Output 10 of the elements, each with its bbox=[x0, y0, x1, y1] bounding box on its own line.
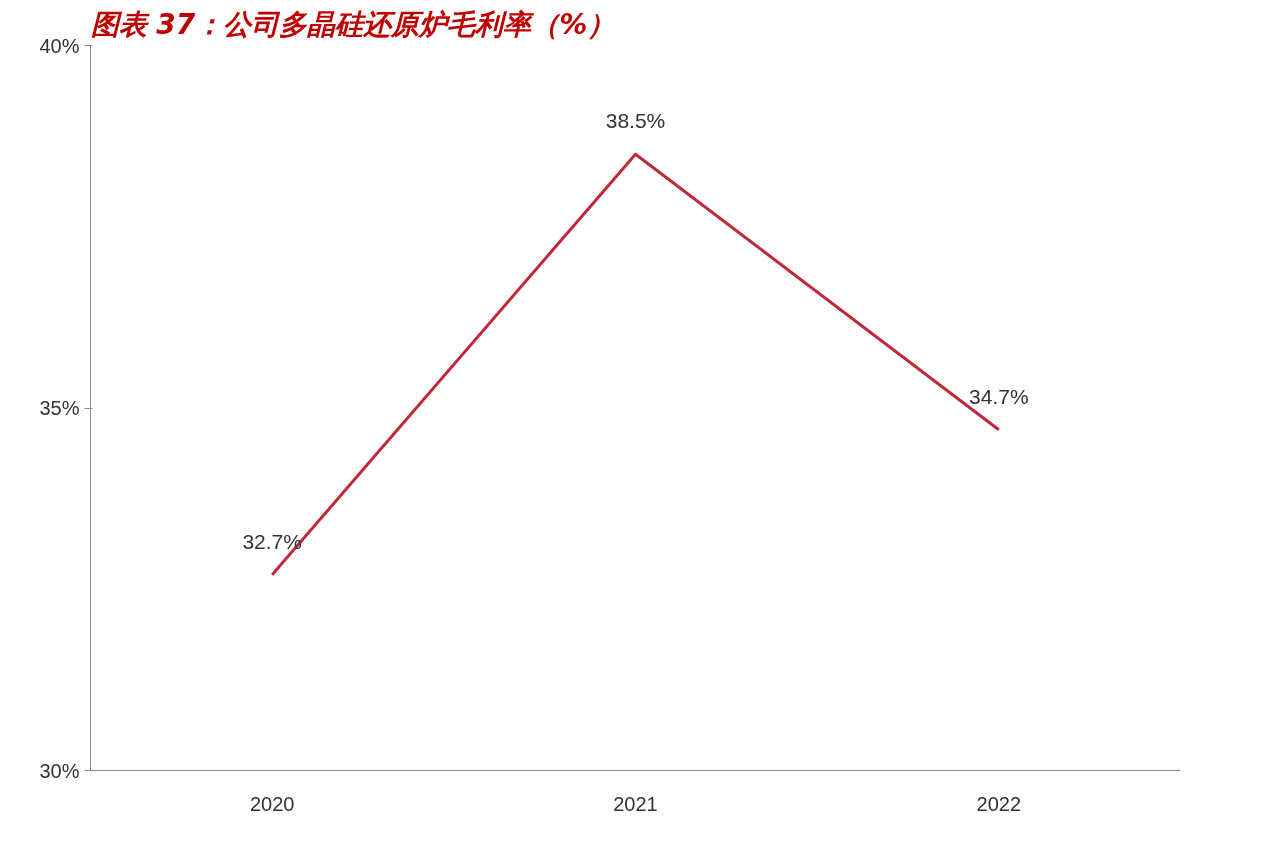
x-tick-label: 2022 bbox=[976, 792, 1022, 815]
y-tick-label: 35% bbox=[39, 397, 80, 419]
data-label: 38.5% bbox=[605, 109, 666, 133]
x-tick-label: 2021 bbox=[613, 792, 658, 815]
data-label: 32.7% bbox=[242, 529, 302, 553]
chart-title: 图表 37：公司多晶硅还原炉毛利率（%） bbox=[90, 7, 616, 41]
data-label: 34.7% bbox=[969, 384, 1029, 408]
y-tick-label: 40% bbox=[39, 34, 80, 57]
y-tick-label: 30% bbox=[39, 759, 80, 782]
x-tick-label: 2020 bbox=[249, 792, 295, 815]
